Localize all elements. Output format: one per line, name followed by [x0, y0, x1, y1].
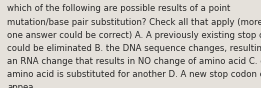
- Text: could be eliminated B. the DNA sequence changes, resulting in: could be eliminated B. the DNA sequence …: [7, 44, 261, 53]
- Text: amino acid is substituted for another D. A new stop codon could: amino acid is substituted for another D.…: [7, 70, 261, 79]
- Text: an RNA change that results in NO change of amino acid C. one: an RNA change that results in NO change …: [7, 57, 261, 66]
- Text: appea: appea: [7, 83, 33, 88]
- Text: which of the following are possible results of a point: which of the following are possible resu…: [7, 4, 230, 13]
- Text: one answer could be correct) A. A previously existing stop codon: one answer could be correct) A. A previo…: [7, 31, 261, 40]
- Text: mutation/base pair substitution? Check all that apply (more than: mutation/base pair substitution? Check a…: [7, 18, 261, 27]
